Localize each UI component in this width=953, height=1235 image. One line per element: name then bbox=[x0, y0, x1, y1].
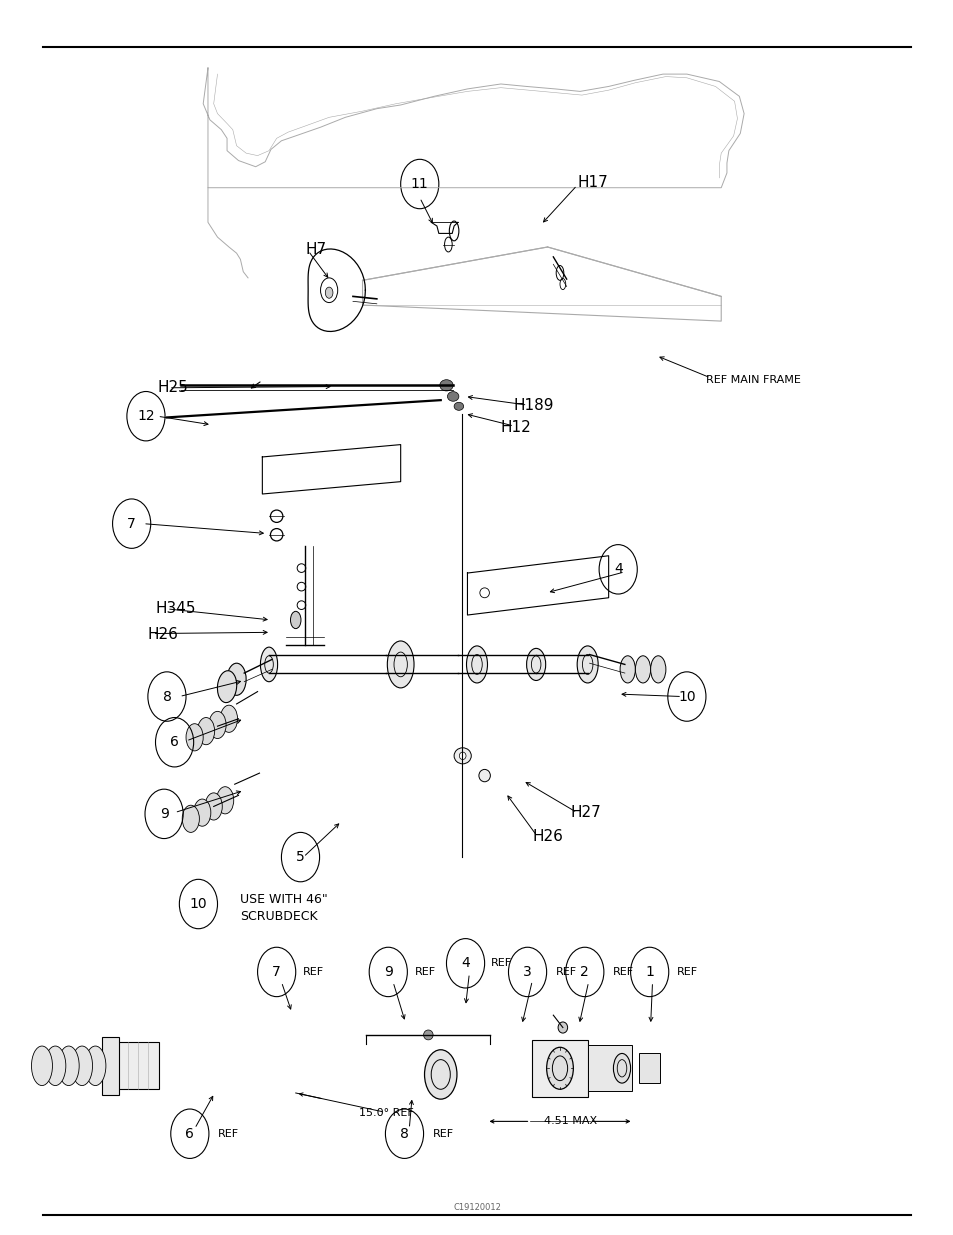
Text: H345: H345 bbox=[155, 601, 195, 616]
Ellipse shape bbox=[325, 287, 333, 298]
Ellipse shape bbox=[209, 711, 226, 739]
Ellipse shape bbox=[546, 1047, 573, 1089]
Text: 4.51 MAX: 4.51 MAX bbox=[543, 1116, 597, 1126]
Text: H26: H26 bbox=[148, 627, 178, 642]
Ellipse shape bbox=[439, 379, 453, 391]
Text: REF: REF bbox=[433, 1129, 454, 1139]
Text: H7: H7 bbox=[305, 242, 326, 257]
Text: REF: REF bbox=[556, 967, 577, 977]
Ellipse shape bbox=[216, 787, 233, 814]
Ellipse shape bbox=[558, 1023, 567, 1032]
FancyBboxPatch shape bbox=[107, 1042, 159, 1089]
Text: 10: 10 bbox=[678, 689, 695, 704]
Ellipse shape bbox=[71, 1046, 92, 1086]
Text: 1: 1 bbox=[644, 965, 654, 979]
Text: H12: H12 bbox=[500, 420, 531, 435]
Ellipse shape bbox=[217, 671, 236, 703]
Ellipse shape bbox=[478, 769, 490, 782]
Text: H25: H25 bbox=[157, 380, 188, 395]
FancyBboxPatch shape bbox=[587, 1045, 631, 1091]
Ellipse shape bbox=[85, 1046, 106, 1086]
Ellipse shape bbox=[635, 656, 650, 683]
Text: H26: H26 bbox=[532, 829, 562, 844]
Text: 10: 10 bbox=[190, 897, 207, 911]
Ellipse shape bbox=[577, 646, 598, 683]
Ellipse shape bbox=[454, 403, 463, 410]
Ellipse shape bbox=[58, 1046, 79, 1086]
Text: 2: 2 bbox=[579, 965, 589, 979]
Ellipse shape bbox=[193, 799, 211, 826]
Text: 11: 11 bbox=[411, 177, 428, 191]
Text: 8: 8 bbox=[399, 1126, 409, 1141]
Ellipse shape bbox=[526, 648, 545, 680]
Text: REF MAIN FRAME: REF MAIN FRAME bbox=[705, 375, 800, 385]
Text: H27: H27 bbox=[570, 805, 600, 820]
Ellipse shape bbox=[454, 748, 471, 763]
Ellipse shape bbox=[424, 1050, 456, 1099]
Ellipse shape bbox=[186, 724, 203, 751]
Ellipse shape bbox=[227, 663, 246, 695]
Text: USE WITH 46": USE WITH 46" bbox=[240, 893, 328, 905]
Text: REF: REF bbox=[612, 967, 633, 977]
Text: 9: 9 bbox=[159, 806, 169, 821]
Text: 3: 3 bbox=[522, 965, 532, 979]
Text: REF: REF bbox=[491, 958, 512, 968]
FancyBboxPatch shape bbox=[532, 1040, 587, 1097]
Ellipse shape bbox=[387, 641, 414, 688]
Text: 4: 4 bbox=[613, 562, 622, 577]
Ellipse shape bbox=[447, 391, 458, 401]
Text: 9: 9 bbox=[383, 965, 393, 979]
Ellipse shape bbox=[650, 656, 665, 683]
Text: 8: 8 bbox=[162, 689, 172, 704]
Ellipse shape bbox=[31, 1046, 52, 1086]
Text: REF: REF bbox=[303, 967, 324, 977]
Ellipse shape bbox=[458, 752, 465, 760]
Text: 6: 6 bbox=[185, 1126, 194, 1141]
Text: REF: REF bbox=[415, 967, 436, 977]
Ellipse shape bbox=[182, 805, 199, 832]
Ellipse shape bbox=[466, 646, 487, 683]
Text: 7: 7 bbox=[127, 516, 136, 531]
Ellipse shape bbox=[290, 611, 301, 629]
FancyBboxPatch shape bbox=[639, 1053, 659, 1083]
Ellipse shape bbox=[220, 705, 237, 732]
Ellipse shape bbox=[45, 1046, 66, 1086]
Text: 12: 12 bbox=[137, 409, 154, 424]
Text: REF: REF bbox=[217, 1129, 238, 1139]
Ellipse shape bbox=[260, 647, 277, 682]
Text: REF: REF bbox=[677, 967, 698, 977]
Text: C19120012: C19120012 bbox=[453, 1203, 500, 1213]
Text: H189: H189 bbox=[513, 398, 553, 412]
Text: 4: 4 bbox=[460, 956, 470, 971]
Ellipse shape bbox=[423, 1030, 433, 1040]
FancyBboxPatch shape bbox=[102, 1037, 119, 1095]
Ellipse shape bbox=[205, 793, 222, 820]
Text: H17: H17 bbox=[577, 175, 607, 190]
Text: 5: 5 bbox=[295, 850, 305, 864]
Text: 6: 6 bbox=[170, 735, 179, 750]
Ellipse shape bbox=[619, 656, 635, 683]
Ellipse shape bbox=[197, 718, 214, 745]
Text: SCRUBDECK: SCRUBDECK bbox=[240, 910, 317, 923]
Text: 7: 7 bbox=[272, 965, 281, 979]
Ellipse shape bbox=[613, 1053, 630, 1083]
Text: 15.0° REF: 15.0° REF bbox=[358, 1108, 413, 1118]
